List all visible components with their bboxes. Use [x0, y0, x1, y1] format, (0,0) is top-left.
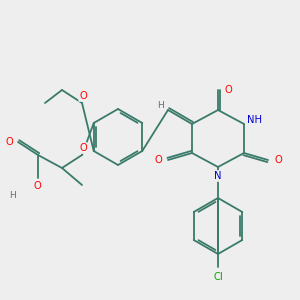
- Text: H: H: [158, 100, 164, 109]
- Text: NH: NH: [247, 115, 262, 125]
- Text: H: H: [10, 190, 16, 200]
- Text: O: O: [33, 181, 41, 191]
- Text: O: O: [224, 85, 232, 95]
- Text: Cl: Cl: [213, 272, 223, 282]
- Text: N: N: [214, 171, 222, 181]
- Text: O: O: [5, 137, 13, 147]
- Text: O: O: [274, 155, 282, 165]
- Text: O: O: [154, 155, 162, 165]
- Text: O: O: [79, 143, 87, 153]
- Text: O: O: [79, 91, 87, 101]
